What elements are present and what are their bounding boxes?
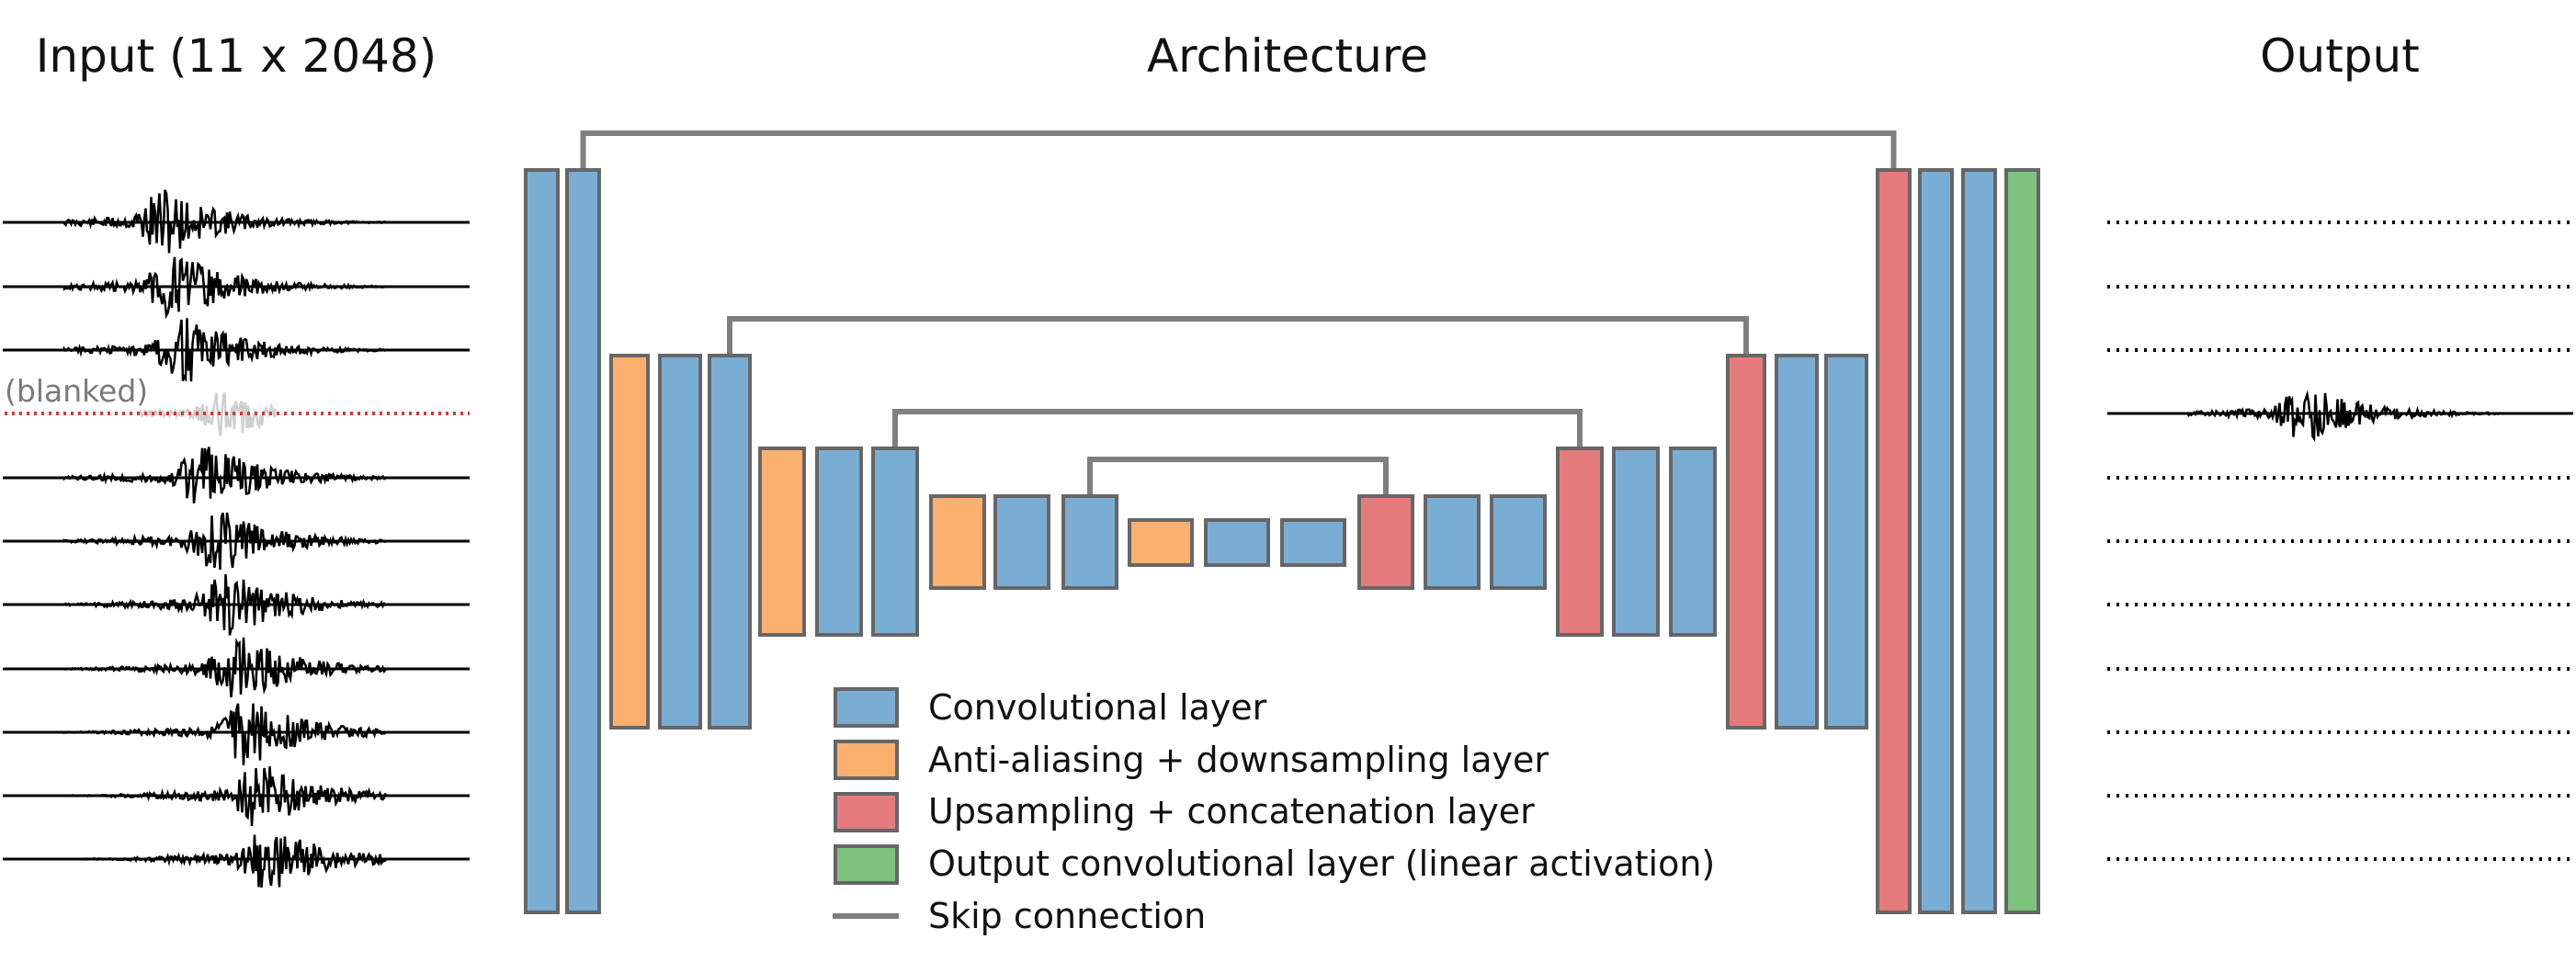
blanked-trace-ghost xyxy=(136,391,278,436)
legend-swatch-downsample xyxy=(834,740,899,780)
input-trace-waveform xyxy=(62,256,387,320)
output-traces xyxy=(2107,221,2573,861)
input-trace-waveform xyxy=(64,834,387,888)
layer-conv-13 xyxy=(1280,518,1346,567)
input-trace-waveform xyxy=(64,766,387,826)
layer-conv-1 xyxy=(565,168,601,914)
layer-conv-3 xyxy=(658,354,702,730)
skip-connection-s2 xyxy=(892,409,1583,448)
layer-conv-9 xyxy=(993,494,1050,590)
layer-downsample-5 xyxy=(758,447,806,637)
legend-swatch-upsample xyxy=(834,792,899,832)
legend-label-conv: Convolutional layer xyxy=(928,687,1267,728)
layer-conv-10 xyxy=(1061,494,1118,590)
layer-conv-19 xyxy=(1669,447,1717,637)
input-trace-waveform xyxy=(62,189,386,254)
input-traces xyxy=(3,189,470,888)
legend-label-skip: Skip connection xyxy=(928,896,1206,936)
layer-upsample-14 xyxy=(1357,494,1414,590)
layer-conv-7 xyxy=(871,447,919,637)
layer-conv-18 xyxy=(1612,447,1660,637)
input-trace-waveform xyxy=(62,318,387,382)
layer-conv-15 xyxy=(1424,494,1481,590)
legend-swatch-conv xyxy=(834,687,899,728)
legend-label-downsample: Anti-aliasing + downsampling layer xyxy=(928,740,1549,780)
legend-label-output-conv: Output convolutional layer (linear activ… xyxy=(928,843,1715,884)
layer-conv-22 xyxy=(1824,354,1868,730)
network-layers xyxy=(524,168,2040,914)
layer-conv-25 xyxy=(1961,168,1997,914)
legend-swatch-output-conv xyxy=(834,844,899,885)
layer-conv-12 xyxy=(1204,518,1270,567)
skip-connection-s3 xyxy=(1087,457,1389,496)
layer-conv-4 xyxy=(708,354,752,730)
input-trace-waveform xyxy=(62,637,387,698)
legend: Convolutional layer Anti-aliasing + down… xyxy=(833,687,1715,936)
architecture-title: Architecture xyxy=(1147,29,1428,83)
layer-downsample-11 xyxy=(1128,518,1194,567)
legend-label-upsample: Upsampling + concatenation layer xyxy=(928,791,1535,832)
layer-conv-16 xyxy=(1490,494,1547,590)
layer-conv-6 xyxy=(815,447,863,637)
input-trace-waveform xyxy=(62,573,387,636)
output-title: Output xyxy=(2260,29,2420,83)
input-title: Input (11 x 2048) xyxy=(36,29,437,83)
input-trace-waveform xyxy=(62,447,386,503)
input-trace-waveform xyxy=(62,703,387,765)
layer-conv-24 xyxy=(1918,168,1954,914)
layer-output_conv-26 xyxy=(2004,168,2040,914)
skip-connection-s1 xyxy=(727,316,1749,356)
blanked-label: (blanked) xyxy=(5,373,148,409)
layer-downsample-2 xyxy=(609,354,650,730)
layer-upsample-17 xyxy=(1556,447,1604,637)
layer-upsample-20 xyxy=(1726,354,1766,730)
output-trace-waveform xyxy=(2185,390,2500,443)
skip-connection-s0 xyxy=(580,130,1897,170)
layer-conv-21 xyxy=(1775,354,1819,730)
layer-upsample-23 xyxy=(1876,168,1912,914)
input-trace-waveform xyxy=(62,512,387,571)
layer-downsample-8 xyxy=(929,494,986,590)
skip-connections xyxy=(580,130,1897,496)
layer-conv-0 xyxy=(524,168,560,914)
